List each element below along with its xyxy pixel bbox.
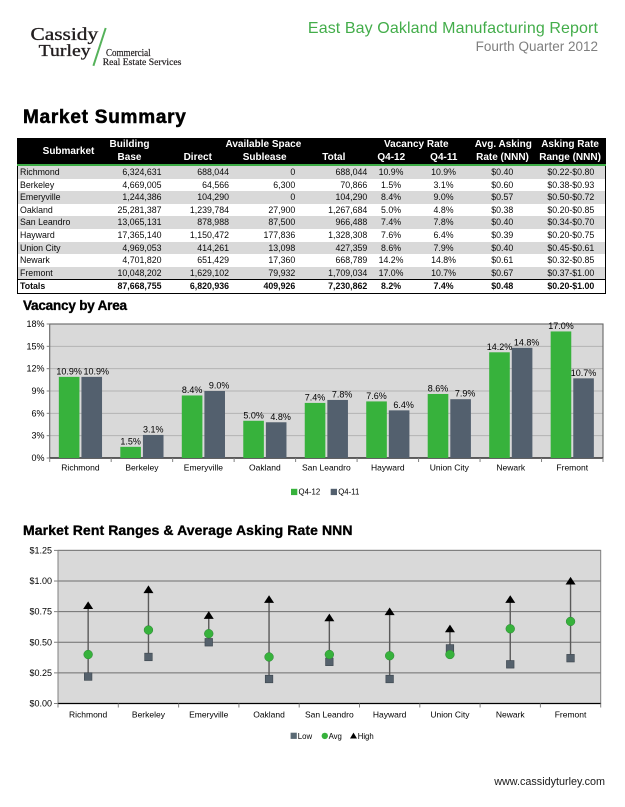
svg-text:Richmond: Richmond [61, 463, 100, 473]
svg-text:9%: 9% [31, 386, 44, 396]
svg-text:Berkeley: Berkeley [125, 463, 159, 473]
svg-text:Q4-11: Q4-11 [338, 488, 359, 497]
svg-text:Oakland: Oakland [253, 710, 285, 720]
svg-text:Emeryville: Emeryville [189, 710, 228, 720]
svg-text:$0.00: $0.00 [29, 699, 52, 709]
svg-text:Turley: Turley [39, 41, 92, 60]
svg-text:$1.25: $1.25 [29, 545, 52, 555]
svg-text:Richmond: Richmond [69, 710, 108, 720]
svg-text:18%: 18% [26, 319, 44, 329]
svg-text:High: High [358, 732, 374, 741]
svg-text:Berkeley: Berkeley [132, 710, 166, 720]
svg-text:Low: Low [298, 732, 313, 741]
svg-text:4.8%: 4.8% [270, 412, 291, 422]
svg-text:Fremont: Fremont [556, 463, 588, 473]
svg-text:7.9%: 7.9% [455, 389, 476, 399]
svg-text:0%: 0% [31, 453, 44, 463]
svg-text:15%: 15% [26, 341, 44, 351]
svg-text:17.0%: 17.0% [548, 321, 574, 331]
svg-text:7.4%: 7.4% [305, 392, 326, 402]
svg-text:$0.75: $0.75 [29, 607, 52, 617]
svg-text:Avg: Avg [329, 732, 342, 741]
svg-text:3%: 3% [31, 431, 44, 441]
svg-text:10.9%: 10.9% [56, 366, 82, 376]
svg-text:Fremont: Fremont [555, 710, 587, 720]
svg-text:6.4%: 6.4% [393, 400, 414, 410]
svg-text:$1.00: $1.00 [29, 576, 52, 586]
svg-text:Q4-12: Q4-12 [299, 488, 321, 497]
svg-text:8.4%: 8.4% [182, 385, 203, 395]
svg-text:Cassidy: Cassidy [31, 24, 99, 44]
svg-text:Hayward: Hayward [373, 710, 407, 720]
svg-text:Oakland: Oakland [249, 463, 281, 473]
svg-text:Commercial: Commercial [106, 47, 151, 59]
svg-text:9.0%: 9.0% [209, 381, 230, 391]
svg-text:14.2%: 14.2% [487, 342, 513, 352]
svg-text:Emeryville: Emeryville [184, 463, 223, 473]
svg-text:7.6%: 7.6% [366, 391, 387, 401]
svg-text:Newark: Newark [496, 710, 526, 720]
svg-text:10.7%: 10.7% [571, 368, 597, 378]
svg-text:1.5%: 1.5% [120, 436, 141, 446]
svg-text:6%: 6% [31, 408, 44, 418]
svg-text:$0.50: $0.50 [29, 637, 52, 647]
svg-text:$0.25: $0.25 [29, 668, 52, 678]
svg-text:10.9%: 10.9% [83, 366, 109, 376]
svg-text:San Leandro: San Leandro [302, 463, 351, 473]
svg-text:San Leandro: San Leandro [305, 710, 354, 720]
svg-text:Real Estate Services: Real Estate Services [103, 57, 182, 68]
svg-text:Hayward: Hayward [371, 463, 405, 473]
svg-text:14.8%: 14.8% [514, 337, 540, 347]
svg-text:5.0%: 5.0% [243, 410, 264, 420]
svg-text:Union City: Union City [430, 463, 470, 473]
svg-text:3.1%: 3.1% [143, 424, 164, 434]
svg-text:12%: 12% [26, 364, 44, 374]
svg-text:8.6%: 8.6% [428, 383, 449, 393]
svg-text:Newark: Newark [496, 463, 526, 473]
svg-text:7.8%: 7.8% [332, 389, 353, 399]
svg-text:Union City: Union City [430, 710, 470, 720]
